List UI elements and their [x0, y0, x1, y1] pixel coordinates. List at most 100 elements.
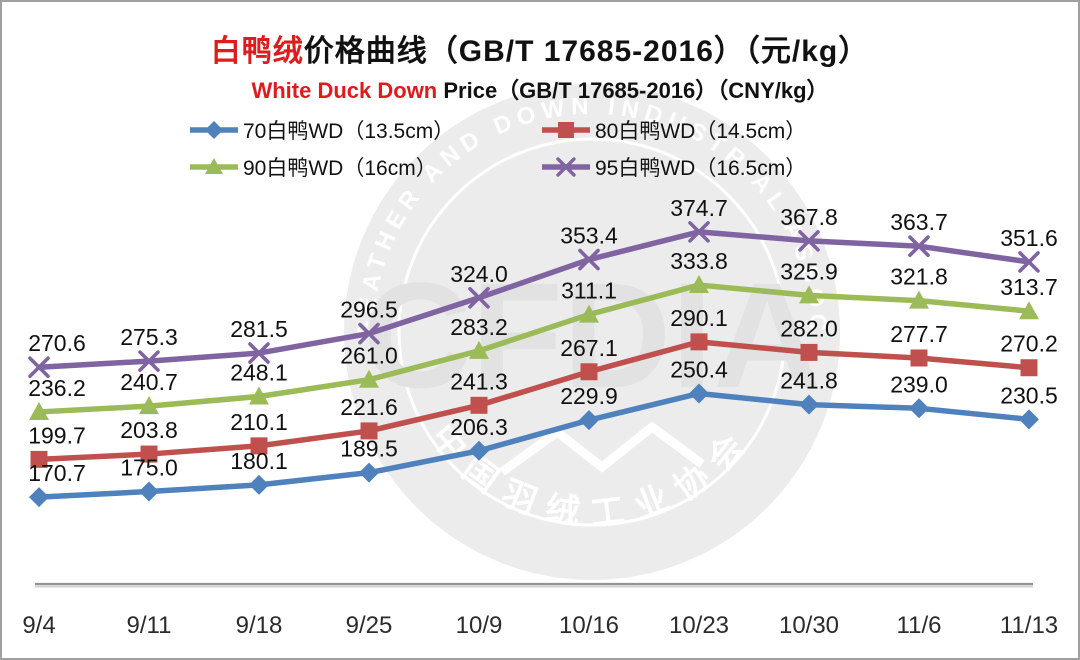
triangle-marker-icon	[579, 304, 599, 323]
series-80-labels: 199.7 203.8 210.1 221.6 241.3 267.1 290.1 282.0…	[28, 305, 1058, 449]
chart-subtitle: White Duck Down Price（GB/T 17685-2016）（C…	[2, 73, 1078, 105]
triangle-marker-icon	[205, 158, 223, 174]
triangle-marker-icon	[29, 401, 49, 420]
legend-key-90	[190, 158, 238, 174]
x-label-9-4: 9/4	[22, 612, 55, 639]
data-label: 283.2	[450, 314, 508, 340]
x-marker-icon	[358, 322, 380, 345]
data-label: 296.5	[340, 297, 398, 323]
x-label-10-16: 10/16	[559, 612, 619, 639]
x-marker-icon	[556, 157, 576, 177]
square-marker-icon	[910, 349, 928, 367]
data-label: 367.8	[780, 204, 838, 230]
data-label: 324.0	[450, 261, 508, 287]
x-marker-icon	[248, 342, 270, 364]
data-label: 374.7	[670, 195, 728, 221]
chart-title: 白鸭绒价格曲线（GB/T 17685-2016）（元/kg）	[2, 26, 1078, 70]
data-label: 230.5	[1000, 382, 1058, 408]
data-label: 241.8	[780, 368, 838, 394]
diamond-marker-icon	[359, 462, 379, 483]
triangle-marker-icon	[139, 396, 159, 415]
data-label: 321.8	[890, 264, 948, 290]
data-label: 363.7	[890, 209, 948, 235]
series-70-line	[29, 383, 1039, 508]
watermark-wing-icon	[499, 421, 705, 476]
square-marker-icon	[30, 450, 48, 468]
x-marker-icon	[138, 350, 160, 372]
x-label-9-25: 9/25	[346, 612, 393, 639]
series-95-path	[36, 229, 1032, 370]
data-label: 250.4	[670, 356, 728, 382]
series-80-path	[36, 339, 1032, 463]
x-label-10-30: 10/30	[779, 612, 839, 639]
legend-key-80	[542, 122, 590, 138]
x-marker-icon	[1018, 251, 1040, 273]
chart-subtitle-highlight: White Duck Down	[251, 78, 438, 103]
legend-key-95	[542, 157, 590, 177]
diamond-marker-icon	[469, 440, 489, 461]
data-label: 180.1	[230, 448, 288, 474]
triangle-marker-icon	[799, 285, 819, 304]
diamond-marker-icon	[909, 398, 929, 419]
data-label: 261.0	[340, 343, 398, 369]
x-label-9-18: 9/18	[236, 612, 283, 639]
square-marker-icon	[690, 333, 708, 351]
legend-item-70: 70白鸭WD（13.5cm）	[188, 115, 540, 145]
x-label-11-13: 11/13	[1000, 612, 1058, 639]
triangle-marker-icon	[359, 369, 379, 388]
data-label: 229.9	[560, 383, 618, 409]
triangle-marker-icon	[909, 290, 929, 309]
triangle-marker-icon	[689, 275, 709, 294]
diamond-marker-icon	[139, 481, 159, 502]
square-marker-icon	[580, 363, 598, 381]
diamond-marker-icon	[29, 487, 49, 508]
watermark-inner-ring	[397, 137, 787, 527]
chart-title-highlight: 白鸭绒	[210, 35, 304, 68]
x-marker-icon	[798, 230, 820, 252]
legend-label-90: 90白鸭WD（16cm）	[243, 157, 437, 180]
diamond-marker-icon	[1019, 409, 1039, 430]
series-80-line	[30, 333, 1038, 468]
diamond-marker-icon	[249, 474, 269, 495]
square-marker-icon	[140, 445, 158, 463]
square-marker-icon	[250, 437, 268, 455]
x-marker-icon	[908, 235, 930, 257]
x-label-11-6: 11/6	[897, 612, 942, 639]
data-label: 277.7	[890, 321, 948, 347]
data-label: 290.1	[670, 305, 728, 331]
data-label: 333.8	[670, 248, 728, 274]
data-label: 236.2	[28, 375, 86, 401]
diamond-marker-icon	[579, 410, 599, 431]
data-label: 351.6	[1000, 225, 1058, 251]
series-70-labels: 170.7 175.0 180.1 189.5 206.3 229.9 250.4 241.8…	[28, 356, 1058, 486]
triangle-marker-icon	[469, 340, 489, 359]
data-label: 189.5	[340, 436, 398, 462]
series-95-labels: 270.6 275.3 281.5 296.5 324.0 353.4 374.7 367.8…	[28, 195, 1058, 356]
legend-item-90: 90白鸭WD（16cm）	[188, 152, 540, 182]
x-marker-icon	[28, 356, 50, 379]
legend-item-80: 80白鸭WD（14.5cm）	[540, 115, 892, 145]
diamond-marker-icon	[689, 383, 709, 404]
data-label: 311.1	[561, 278, 617, 304]
data-label: 241.3	[450, 368, 508, 394]
data-label: 175.0	[120, 455, 178, 481]
chart-subtitle-rest: Price（GB/T 17685-2016）（CNY/kg）	[437, 78, 829, 103]
data-label: 239.0	[890, 371, 948, 397]
data-label: 270.2	[1000, 331, 1058, 357]
triangle-marker-icon	[249, 386, 269, 405]
data-label: 221.6	[340, 394, 398, 420]
chart-title-rest: 价格曲线（GB/T 17685-2016）（元/kg）	[303, 35, 870, 68]
series-70-path	[36, 390, 1032, 500]
triangle-marker-icon	[1019, 301, 1039, 320]
series-95-line	[28, 221, 1040, 379]
square-marker-icon	[800, 343, 818, 361]
x-label-9-11: 9/11	[127, 612, 172, 639]
diamond-marker-icon	[205, 121, 223, 139]
data-label: 199.7	[28, 422, 86, 448]
data-label: 275.3	[120, 324, 178, 350]
series-90-path	[36, 282, 1032, 415]
data-label: 170.7	[28, 460, 86, 486]
series-90-line	[29, 275, 1039, 420]
data-label: 240.7	[120, 369, 178, 395]
